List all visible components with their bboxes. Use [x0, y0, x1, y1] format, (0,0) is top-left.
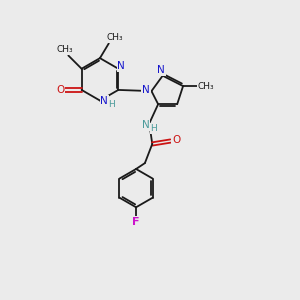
Text: O: O — [56, 85, 64, 95]
Text: CH₃: CH₃ — [56, 45, 73, 54]
Text: N: N — [142, 85, 150, 94]
Text: O: O — [172, 134, 181, 145]
Text: N: N — [157, 65, 165, 75]
Text: N: N — [142, 120, 150, 130]
Text: N: N — [100, 95, 108, 106]
Text: F: F — [132, 217, 140, 227]
Text: CH₃: CH₃ — [197, 82, 214, 91]
Text: H: H — [108, 100, 115, 109]
Text: CH₃: CH₃ — [106, 33, 123, 42]
Text: N: N — [117, 61, 125, 71]
Text: H: H — [150, 124, 157, 133]
